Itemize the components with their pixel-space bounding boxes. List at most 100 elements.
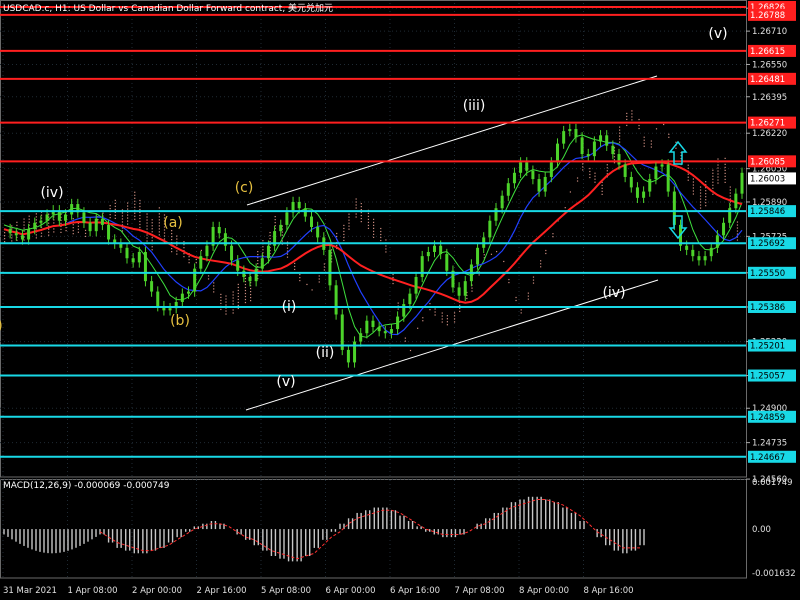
cloud-dot bbox=[35, 228, 37, 230]
cloud-dot bbox=[48, 228, 50, 230]
cloud-dot bbox=[250, 288, 252, 290]
wave-label: (i) bbox=[282, 299, 297, 315]
cloud-dot bbox=[4, 232, 6, 234]
cloud-dot bbox=[613, 147, 616, 149]
x-tick-label: 8 Apr 00:00 bbox=[519, 586, 569, 596]
candle-body bbox=[328, 249, 332, 286]
candle-body bbox=[359, 333, 363, 342]
cloud-dot bbox=[40, 235, 43, 237]
cloud-dot bbox=[134, 194, 136, 196]
candle-body bbox=[285, 212, 289, 225]
candle-body bbox=[445, 254, 449, 271]
main-panel-frame bbox=[0, 0, 747, 478]
cloud-dot bbox=[183, 247, 185, 249]
cloud-dot bbox=[540, 266, 542, 268]
cloud-dot bbox=[53, 216, 55, 218]
cloud-dot bbox=[367, 227, 370, 229]
cloud-dot bbox=[736, 233, 739, 235]
x-tick-label: 7 Apr 08:00 bbox=[455, 586, 505, 596]
candle-body bbox=[439, 245, 443, 255]
cloud-dot bbox=[232, 309, 234, 311]
cloud-dot bbox=[655, 128, 658, 130]
wave-label: (iv) bbox=[40, 185, 63, 201]
cloud-dot bbox=[527, 292, 529, 294]
candle-body bbox=[611, 145, 615, 155]
cloud-dot bbox=[262, 249, 264, 251]
cloud-dot bbox=[28, 218, 30, 220]
candle-body bbox=[119, 243, 123, 248]
cloud-dot bbox=[244, 286, 247, 289]
cloud-dot bbox=[699, 192, 702, 194]
cloud-dot bbox=[552, 233, 554, 235]
cloud-dot bbox=[48, 225, 50, 227]
cloud-dot bbox=[114, 202, 116, 204]
cloud-dot bbox=[392, 276, 394, 279]
cloud-dot bbox=[717, 173, 719, 175]
cloud-dot bbox=[16, 239, 18, 241]
cloud-dot bbox=[237, 298, 239, 301]
cloud-dot bbox=[281, 225, 283, 227]
x-tick-label: 6 Apr 00:00 bbox=[326, 586, 376, 596]
cloud-dot bbox=[680, 151, 682, 154]
cloud-dot bbox=[48, 234, 50, 236]
wave-label: (iv) bbox=[602, 285, 625, 301]
cloud-dot bbox=[594, 181, 596, 183]
candle-body bbox=[414, 276, 418, 294]
cloud-dot bbox=[668, 136, 670, 138]
cloud-dot bbox=[158, 225, 160, 227]
y-tick-label: 1.24735 bbox=[752, 439, 787, 449]
cloud-dot bbox=[422, 320, 424, 322]
cloud-dot bbox=[508, 281, 510, 284]
price-label-box bbox=[748, 410, 796, 423]
candle-body bbox=[45, 214, 49, 221]
cloud-dot bbox=[724, 166, 726, 168]
cloud-dot bbox=[114, 205, 116, 207]
cloud-dot bbox=[163, 223, 166, 225]
cloud-dot bbox=[724, 163, 726, 165]
candle-body bbox=[205, 245, 209, 257]
cloud-dot bbox=[638, 118, 640, 121]
cloud-dot bbox=[257, 260, 259, 262]
cloud-dot bbox=[348, 228, 350, 230]
cloud-dot bbox=[330, 261, 333, 263]
x-tick-label: 1 Apr 08:00 bbox=[68, 586, 118, 596]
cloud-dot bbox=[705, 199, 707, 201]
cloud-dot bbox=[286, 244, 289, 246]
wave-label: ) bbox=[0, 318, 3, 334]
cloud-dot bbox=[151, 219, 153, 221]
cloud-dot bbox=[330, 255, 333, 257]
cloud-dot bbox=[60, 213, 62, 216]
cloud-dot bbox=[606, 167, 608, 169]
cloud-dot bbox=[114, 217, 116, 219]
cloud-dot bbox=[213, 285, 215, 287]
candle-body bbox=[531, 170, 535, 180]
ichimoku-cloud bbox=[4, 110, 739, 352]
candle-body bbox=[230, 245, 234, 261]
price-label: 1.26615 bbox=[750, 47, 785, 57]
cloud-dot bbox=[262, 255, 264, 257]
candle-body bbox=[14, 233, 18, 236]
candle-body bbox=[740, 172, 744, 194]
cloud-dot bbox=[496, 250, 498, 253]
cloud-dot bbox=[158, 207, 160, 209]
cloud-dot bbox=[355, 201, 357, 203]
direction-arrows bbox=[668, 140, 688, 240]
cloud-dot bbox=[717, 179, 719, 181]
cloud-dot bbox=[244, 289, 247, 292]
cloud-dot bbox=[237, 286, 239, 289]
candle-body bbox=[8, 229, 12, 234]
cloud-dot bbox=[232, 312, 234, 314]
cloud-dot bbox=[712, 169, 714, 171]
macd-y-tick-label: 0.00 bbox=[752, 525, 771, 535]
cloud-dot bbox=[336, 235, 338, 238]
cloud-dot bbox=[77, 231, 79, 233]
cloud-dot bbox=[158, 234, 160, 236]
cloud-dot bbox=[729, 186, 731, 188]
cloud-dot bbox=[72, 218, 74, 220]
cloud-dot bbox=[699, 207, 702, 209]
cloud-dot bbox=[257, 275, 259, 277]
cloud-dot bbox=[139, 199, 141, 202]
cloud-dot bbox=[171, 239, 173, 241]
cloud-dot bbox=[250, 300, 252, 302]
price-label: 1.26788 bbox=[750, 11, 785, 21]
